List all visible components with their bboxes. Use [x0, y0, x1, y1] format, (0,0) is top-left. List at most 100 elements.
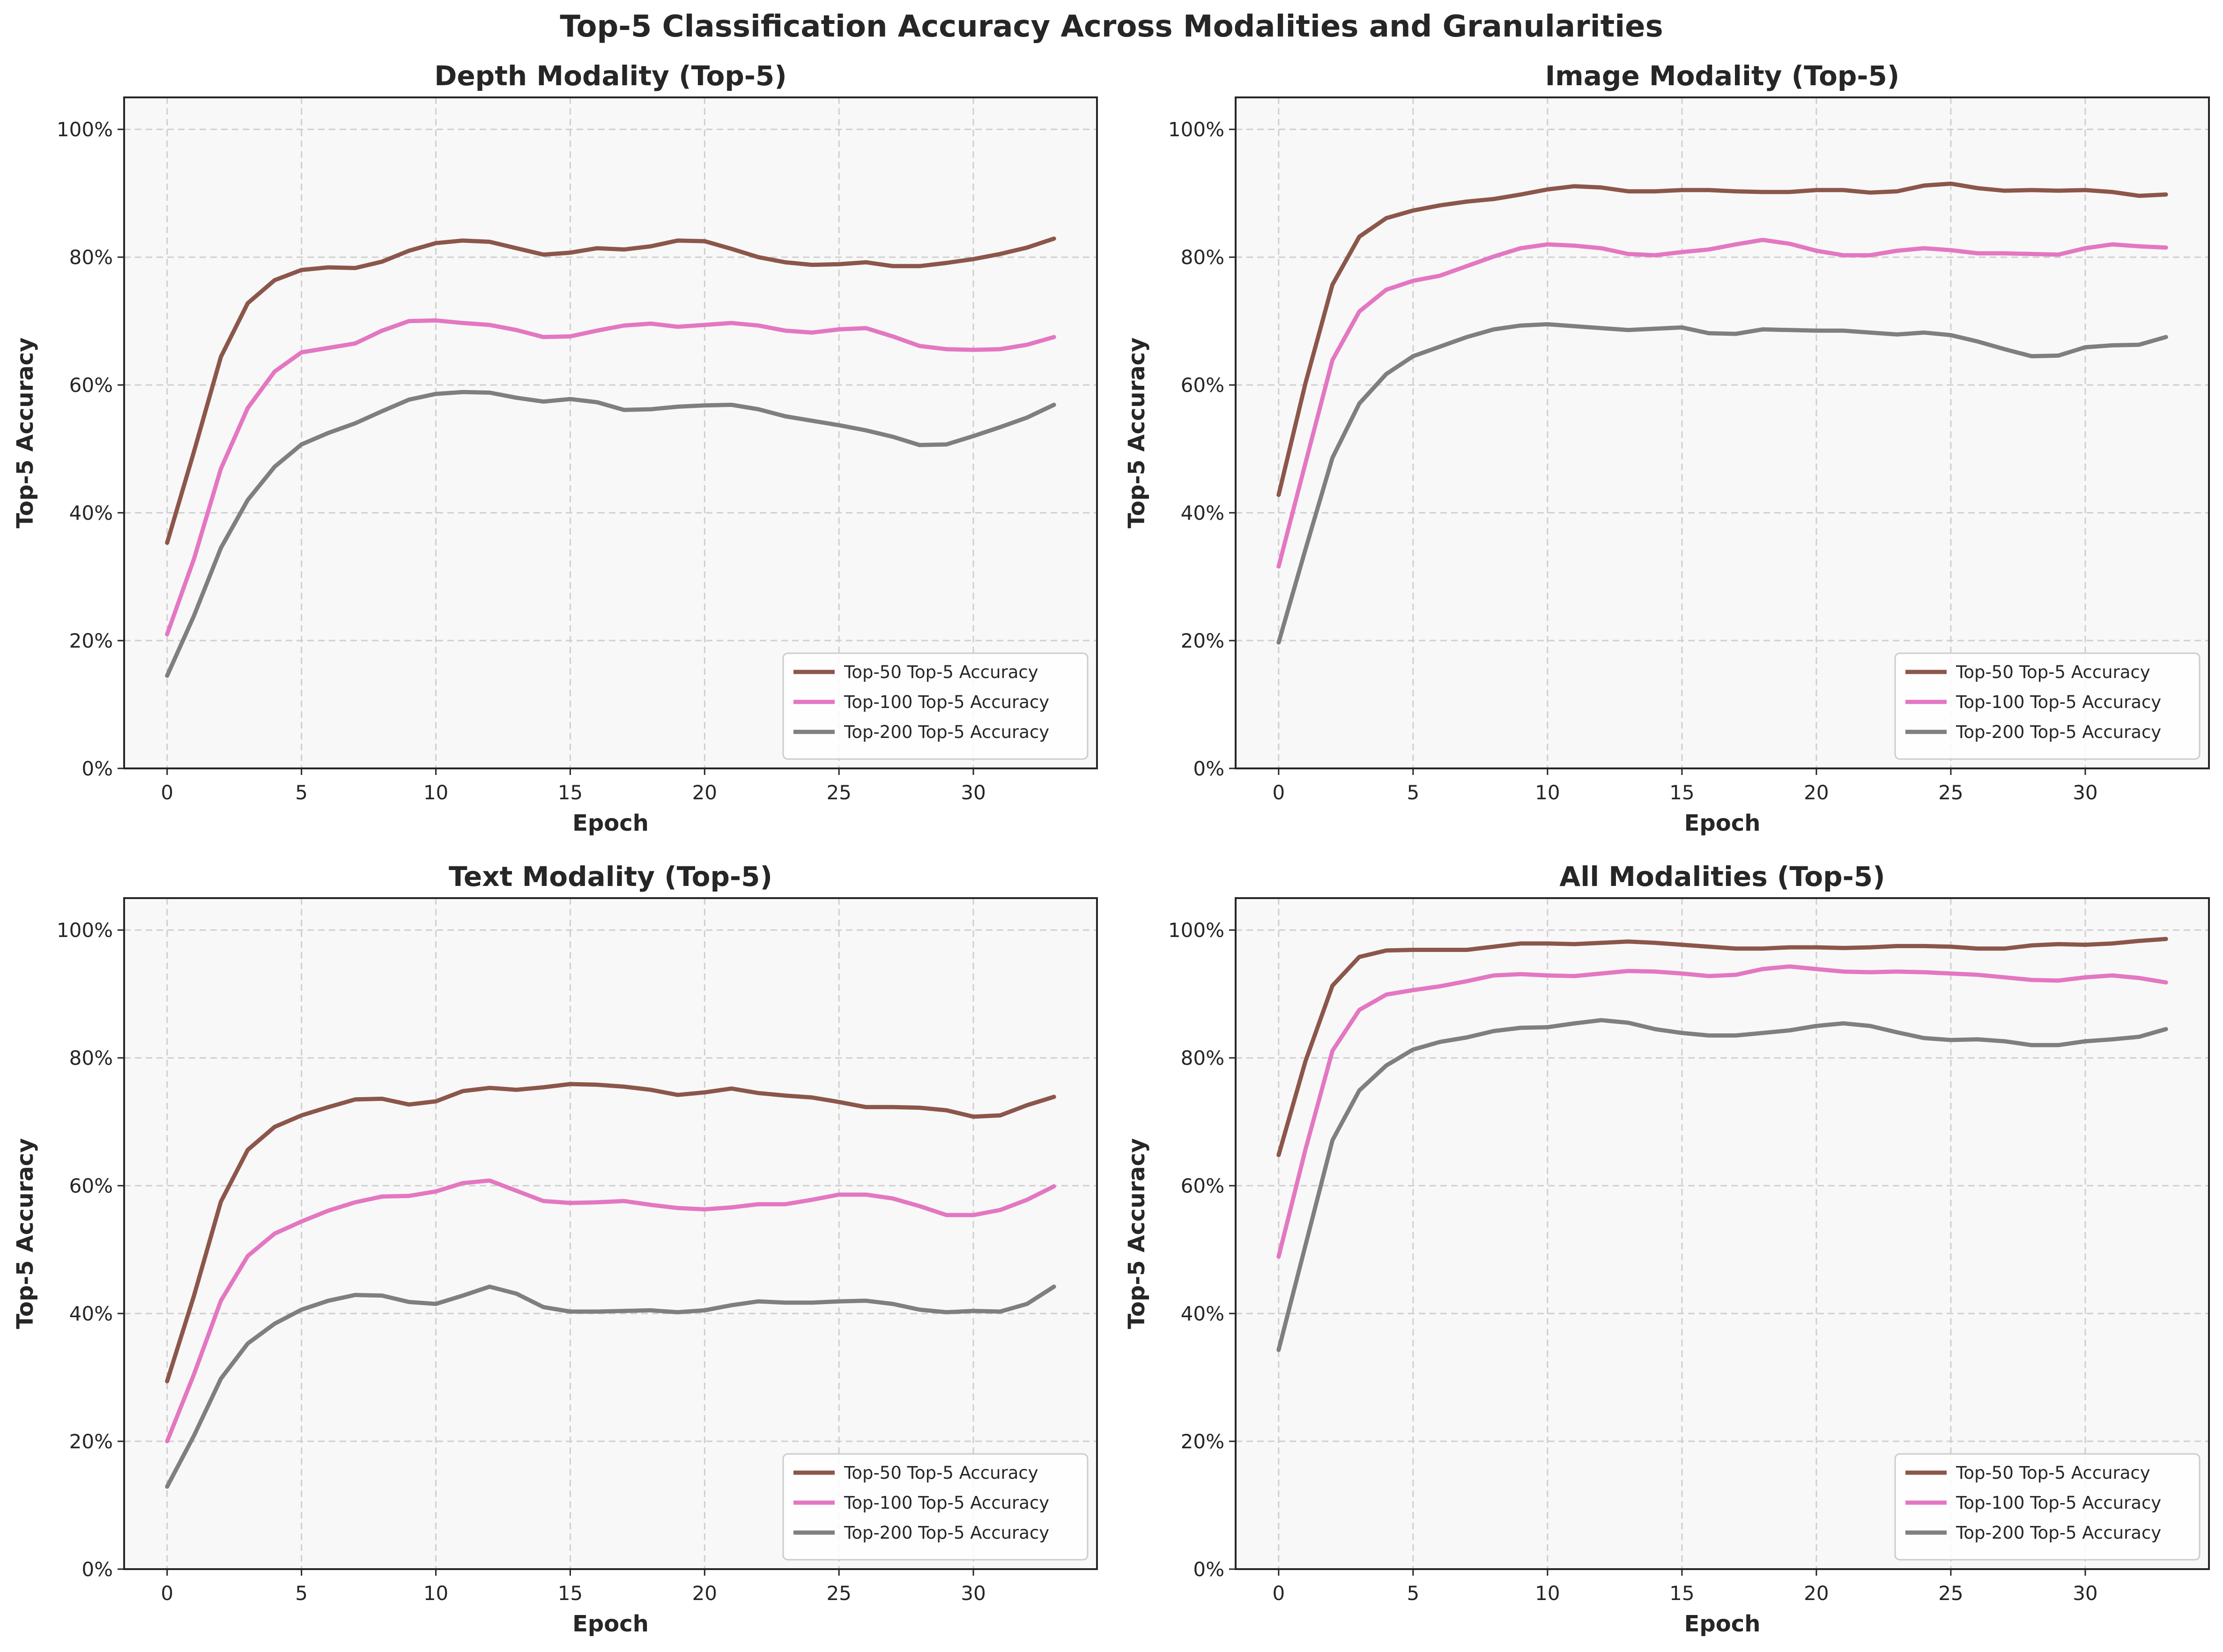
subplot-title: All Modalities (Top-5) — [1559, 861, 1885, 892]
x-tick-label: 0 — [1272, 1582, 1285, 1605]
x-tick-label: 25 — [826, 781, 851, 804]
y-tick-label: 20% — [1181, 629, 1224, 652]
figure-title: Top-5 Classification Accuracy Across Mod… — [560, 9, 1663, 44]
x-tick-label: 20 — [692, 781, 717, 804]
y-tick-label: 60% — [69, 1174, 113, 1197]
legend-label: Top-100 Top-5 Accuracy — [844, 692, 1049, 712]
legend: Top-50 Top-5 Accuracy Top-100 Top-5 Accur… — [782, 652, 1089, 760]
subplots-grid: 0 5 10 15 20 25 300%20%40%60%80%100%Depth Moda… — [12, 60, 2210, 1637]
x-axis-label: Epoch — [1684, 1611, 1761, 1637]
x-tick-label: 10 — [423, 781, 448, 804]
y-tick-label: 100% — [1168, 118, 1224, 141]
legend-label: Top-200 Top-5 Accuracy — [1956, 1523, 2161, 1543]
axes-frame — [1235, 96, 2210, 769]
series-line-top-50 — [1276, 181, 2168, 497]
x-axis-label: Epoch — [572, 810, 649, 836]
legend: Top-50 Top-5 Accuracy Top-100 Top-5 Accur… — [1894, 1453, 2201, 1561]
series-line-top-200 — [165, 1284, 1056, 1489]
legend-label: Top-50 Top-5 Accuracy — [1956, 1463, 2150, 1483]
y-tick-label: 60% — [1181, 374, 1224, 397]
legend-label: Top-50 Top-5 Accuracy — [1956, 662, 2150, 682]
x-axis-label: Epoch — [572, 1611, 649, 1637]
y-tick-label: 100% — [57, 118, 113, 141]
y-tick-label: 20% — [1181, 1430, 1224, 1453]
y-axis-label: Top-5 Accuracy — [1124, 1138, 1150, 1329]
y-tick-label: 0% — [82, 757, 113, 780]
series-line-top-100 — [165, 1178, 1056, 1444]
x-tick-label: 5 — [295, 1582, 308, 1605]
x-tick-label: 25 — [1938, 781, 1963, 804]
legend-box — [1894, 1453, 2201, 1561]
legend-box — [782, 652, 1089, 760]
y-tick-label: 40% — [69, 502, 113, 524]
x-axis-label: Epoch — [1684, 810, 1761, 836]
y-tick-label: 100% — [57, 919, 113, 942]
legend: Top-50 Top-5 Accuracy Top-100 Top-5 Accur… — [782, 1453, 1089, 1561]
x-tick-label: 30 — [2073, 1582, 2097, 1605]
x-tick-label: 0 — [161, 1582, 173, 1605]
x-tick-label: 30 — [2073, 781, 2097, 804]
legend-box — [782, 1453, 1089, 1561]
x-tick-label: 25 — [826, 1582, 851, 1605]
series-line-top-200 — [1276, 1018, 2168, 1352]
series-line-top-50 — [1276, 937, 2168, 1158]
x-tick-label: 10 — [423, 1582, 448, 1605]
subplot-depth: 0 5 10 15 20 25 30 0% 20% 40% 60% 80% 100% Depth Moda… — [12, 60, 1098, 836]
legend-label: Top-100 Top-5 Accuracy — [844, 1493, 1049, 1513]
series-line-top-200 — [165, 390, 1056, 678]
x-tick-label: 10 — [1535, 1582, 1560, 1605]
y-tick-label: 80% — [1181, 246, 1224, 269]
x-tick-label: 0 — [161, 781, 173, 804]
y-tick-label: 20% — [69, 629, 113, 652]
axes-frame — [1235, 897, 2210, 1570]
x-tick-label: 20 — [1804, 781, 1829, 804]
y-tick-label: 40% — [1181, 1302, 1224, 1325]
x-tick-label: 30 — [961, 781, 986, 804]
x-tick-label: 25 — [1938, 1582, 1963, 1605]
axes-frame — [123, 897, 1098, 1570]
x-tick-label: 15 — [1669, 781, 1694, 804]
x-tick-label: 0 — [1272, 781, 1285, 804]
x-tick-label: 10 — [1535, 781, 1560, 804]
y-tick-label: 100% — [1168, 919, 1224, 942]
y-tick-label: 60% — [1181, 1174, 1224, 1197]
y-tick-label: 40% — [1181, 502, 1224, 524]
x-tick-label: 5 — [1407, 1582, 1419, 1605]
legend: Top-50 Top-5 Accuracy Top-100 Top-5 Accur… — [1894, 652, 2201, 760]
legend-label: Top-200 Top-5 Accuracy — [844, 1523, 1049, 1543]
series-line-top-100 — [1276, 964, 2168, 1259]
y-tick-label: 20% — [69, 1430, 113, 1453]
x-tick-label: 15 — [558, 781, 583, 804]
subplot-image: 0 5 10 15 20 25 30 0% 20% 40% 60% 80% 100% Image Moda… — [1124, 60, 2210, 836]
subplot-text: 0 5 10 15 20 25 30 0% 20% 40% 60% 80% 100% Text Modal… — [12, 861, 1098, 1637]
legend-label: Top-100 Top-5 Accuracy — [1956, 1493, 2161, 1513]
y-axis-label: Top-5 Accuracy — [12, 1138, 38, 1329]
y-tick-label: 80% — [1181, 1047, 1224, 1069]
legend-box — [1894, 652, 2201, 760]
axes-frame — [123, 96, 1098, 769]
y-tick-label: 0% — [1193, 757, 1224, 780]
series-line-top-200 — [1276, 322, 2168, 645]
y-axis-label: Top-5 Accuracy — [1124, 338, 1150, 529]
subplot-title: Image Modality (Top-5) — [1545, 60, 1900, 92]
legend-label: Top-200 Top-5 Accuracy — [844, 722, 1049, 742]
subplot-title: Depth Modality (Top-5) — [434, 60, 787, 92]
x-tick-label: 5 — [295, 781, 308, 804]
y-tick-label: 80% — [69, 246, 113, 269]
x-tick-label: 30 — [961, 1582, 986, 1605]
legend-label: Top-200 Top-5 Accuracy — [1956, 722, 2161, 742]
y-axis-label: Top-5 Accuracy — [12, 338, 38, 529]
y-tick-label: 60% — [69, 374, 113, 397]
legend-label: Top-100 Top-5 Accuracy — [1956, 692, 2161, 712]
x-tick-label: 15 — [558, 1582, 583, 1605]
y-tick-label: 80% — [69, 1047, 113, 1069]
x-tick-label: 15 — [1669, 1582, 1694, 1605]
y-tick-label: 0% — [1193, 1558, 1224, 1581]
y-tick-label: 0% — [82, 1558, 113, 1581]
series-line-top-50 — [165, 1082, 1056, 1384]
series-line-top-100 — [1276, 237, 2168, 569]
legend-label: Top-50 Top-5 Accuracy — [844, 662, 1038, 682]
x-tick-label: 20 — [1804, 1582, 1829, 1605]
subplot-title: Text Modality (Top-5) — [449, 861, 772, 892]
